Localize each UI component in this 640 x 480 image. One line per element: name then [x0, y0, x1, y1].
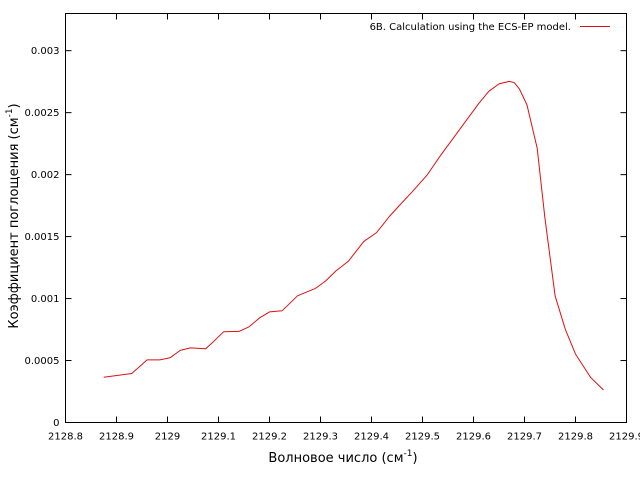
- x-tick-label: 2129: [155, 432, 180, 443]
- y-axis-title-end: ): [7, 103, 22, 108]
- y-axis-title-superscript: -1: [5, 108, 15, 117]
- y-axis-title: Коэффициент поглощения (см-1): [5, 103, 22, 328]
- plot-frame: [65, 13, 627, 423]
- y-tick-label: 0.003: [31, 46, 60, 57]
- x-tick-label: 2129.9: [609, 432, 640, 443]
- x-tick-label: 2129.3: [303, 432, 338, 443]
- series-layer: [103, 80, 604, 391]
- y-tick-label: 0.0025: [25, 108, 60, 119]
- x-tick-label: 2129.8: [558, 432, 593, 443]
- x-tick-label: 2128.8: [48, 432, 83, 443]
- x-tick-label: 2129.6: [456, 432, 491, 443]
- y-tick-label: 0.0015: [25, 232, 60, 243]
- x-axis-title-superscript: -1: [404, 449, 413, 459]
- axis-ticks: [65, 13, 627, 423]
- legend-label: 6B. Calculation using the ECS-EP model.: [370, 22, 571, 33]
- y-tick-label: 0.002: [31, 170, 60, 181]
- x-tick-label: 2129.4: [354, 432, 389, 443]
- x-axis-title: Волновое число (см-1): [268, 449, 417, 466]
- y-tick-label: 0.0005: [25, 356, 60, 367]
- x-tick-label: 2129.1: [201, 432, 236, 443]
- axis-tick-labels: 2128.8 2128.9 2129 2129.1 2129.2 2129.3 2129.4…: [25, 46, 640, 442]
- x-axis-title-end: ): [412, 451, 417, 466]
- series-line: [103, 80, 604, 391]
- x-tick-label: 2128.9: [99, 432, 134, 443]
- x-tick-label: 2129.2: [252, 432, 287, 443]
- y-tick-label: 0: [53, 418, 59, 429]
- x-tick-label: 2129.5: [405, 432, 440, 443]
- y-tick-label: 0.001: [31, 294, 60, 305]
- legend: 6B. Calculation using the ECS-EP model.: [370, 22, 610, 33]
- x-tick-label: 2129.7: [507, 432, 542, 443]
